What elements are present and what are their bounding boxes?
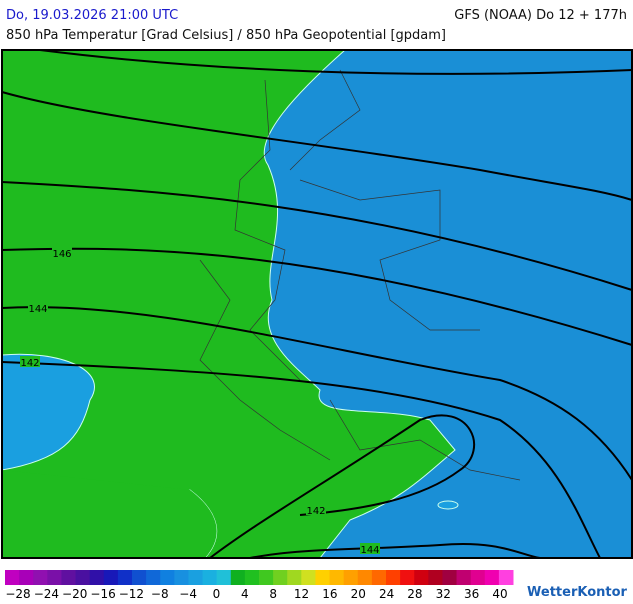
contour-label: 144 <box>28 304 47 315</box>
color-swatch <box>484 570 500 585</box>
color-swatch <box>456 570 472 585</box>
color-swatch <box>470 570 486 585</box>
color-swatch <box>160 570 175 585</box>
color-swatch <box>498 570 514 585</box>
contour-label-bg <box>28 302 48 313</box>
legend-label: 28 <box>407 587 422 600</box>
subtitle: 850 hPa Temperatur [Grad Celsius] / 850 … <box>6 28 446 43</box>
color-swatch <box>188 570 204 585</box>
contour-label: 146 <box>52 249 71 260</box>
warm-area <box>1 49 456 559</box>
brand: WetterKontor <box>527 585 628 600</box>
color-swatch <box>61 570 77 585</box>
color-swatch <box>103 570 119 585</box>
map: 146 144 142 142 144 <box>1 49 633 559</box>
legend-label: −8 <box>151 587 169 600</box>
color-swatch <box>400 570 415 585</box>
contour-label-bg <box>20 356 40 367</box>
legend-label: 12 <box>294 587 309 600</box>
color-swatch <box>202 570 218 585</box>
color-swatch <box>371 570 387 585</box>
color-swatch <box>386 570 401 585</box>
legend-label: −28 <box>5 587 30 600</box>
color-swatch <box>343 570 359 585</box>
color-swatch <box>117 570 133 585</box>
legend-label: −12 <box>119 587 144 600</box>
legend-label: 0 <box>213 587 221 600</box>
contour-label: 144 <box>360 545 379 556</box>
legend-label: −20 <box>62 587 87 600</box>
color-swatch <box>216 570 232 585</box>
color-swatch <box>19 570 34 585</box>
color-swatch <box>47 570 62 585</box>
color-swatch <box>89 570 105 585</box>
color-swatch <box>259 570 274 585</box>
legend-label: 8 <box>269 587 277 600</box>
contour-label-bg <box>360 543 380 554</box>
model-run: GFS (NOAA) Do 12 + 177h <box>454 8 627 23</box>
cold-patch <box>437 500 459 510</box>
color-swatch <box>414 570 429 585</box>
legend-label: 40 <box>492 587 507 600</box>
color-swatch <box>244 570 260 585</box>
legend-label: −24 <box>34 587 59 600</box>
legend: −28 −24 −20 −16 −12 −8 −4 0 4 8 12 16 20 24 28 32 36 40 <box>5 570 514 601</box>
legend-label: 4 <box>241 587 249 600</box>
warm-area <box>2 470 217 558</box>
cold-patch <box>1 353 95 471</box>
color-swatch <box>428 570 443 585</box>
color-swatch <box>146 570 161 585</box>
legend-label: −16 <box>90 587 115 600</box>
legend-label: 20 <box>351 587 366 600</box>
legend-label: 36 <box>464 587 479 600</box>
color-swatch <box>132 570 147 585</box>
color-swatch <box>33 570 48 585</box>
legend-label: 24 <box>379 587 394 600</box>
color-swatch <box>442 570 458 585</box>
color-swatch <box>301 570 316 585</box>
color-swatch <box>287 570 302 585</box>
contour-label-bg <box>306 504 326 515</box>
color-swatch <box>357 570 373 585</box>
legend-label: 32 <box>436 587 451 600</box>
legend-label: 16 <box>322 587 337 600</box>
borders <box>199 69 521 481</box>
contour-label-bg <box>52 247 72 258</box>
color-swatch <box>315 570 331 585</box>
color-swatch <box>329 570 345 585</box>
color-swatch <box>174 570 189 585</box>
datetime: Do, 19.03.2026 21:00 UTC <box>6 8 178 23</box>
color-swatch <box>75 570 91 585</box>
color-swatch <box>5 570 20 585</box>
contour-label: 142 <box>306 506 325 517</box>
legend-label: −4 <box>179 587 197 600</box>
contour-label: 142 <box>20 358 39 369</box>
map-frame <box>1 49 633 559</box>
color-swatch <box>273 570 288 585</box>
color-swatch <box>230 570 246 585</box>
